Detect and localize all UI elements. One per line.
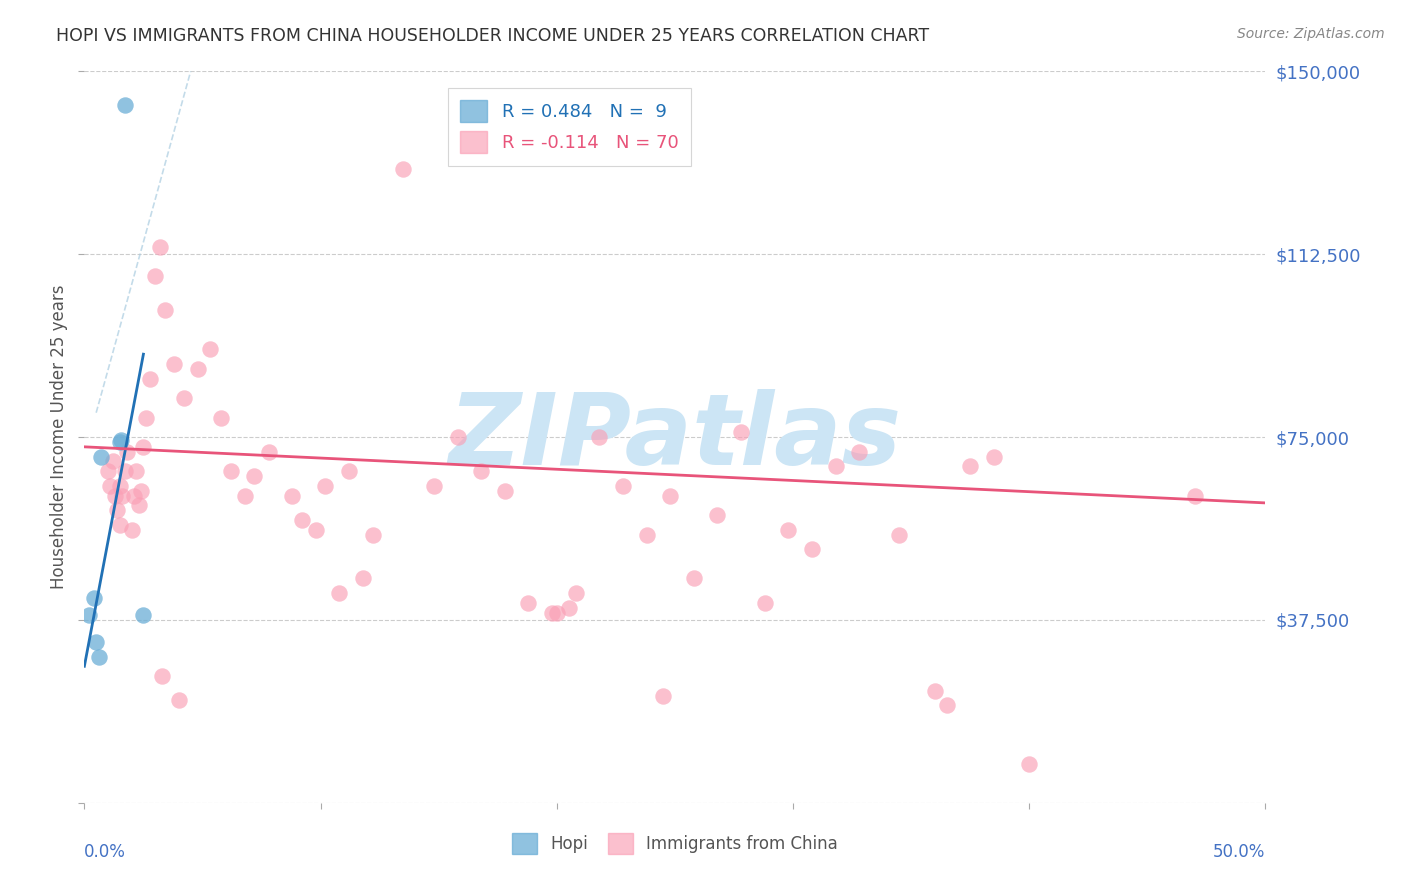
Legend: Hopi, Immigrants from China: Hopi, Immigrants from China xyxy=(505,827,845,860)
Point xyxy=(361,527,384,541)
Text: 0.0%: 0.0% xyxy=(84,843,127,861)
Point xyxy=(959,459,981,474)
Point xyxy=(128,499,150,513)
Point xyxy=(636,527,658,541)
Point xyxy=(233,489,256,503)
Text: Source: ZipAtlas.com: Source: ZipAtlas.com xyxy=(1237,27,1385,41)
Point xyxy=(125,464,148,478)
Point xyxy=(129,483,152,498)
Text: ZIPatlas: ZIPatlas xyxy=(449,389,901,485)
Point xyxy=(98,479,121,493)
Point xyxy=(115,444,138,458)
Point xyxy=(924,683,946,698)
Point xyxy=(652,689,675,703)
Point xyxy=(392,161,415,176)
Point xyxy=(935,698,957,713)
Point xyxy=(110,433,132,447)
Point xyxy=(149,240,172,254)
Point xyxy=(150,669,173,683)
Point xyxy=(659,489,682,503)
Point xyxy=(517,596,540,610)
Point xyxy=(446,430,468,444)
Point xyxy=(682,572,704,586)
Point xyxy=(243,469,266,483)
Point xyxy=(337,464,360,478)
Point xyxy=(800,542,823,557)
Point xyxy=(889,527,911,541)
Point xyxy=(778,523,800,537)
Point xyxy=(219,464,242,478)
Point xyxy=(730,425,752,440)
Point xyxy=(198,343,221,357)
Point xyxy=(135,410,157,425)
Point xyxy=(291,513,314,527)
Point xyxy=(305,523,328,537)
Point xyxy=(97,464,120,478)
Point xyxy=(281,489,304,503)
Point xyxy=(101,454,124,468)
Point xyxy=(83,591,105,605)
Text: HOPI VS IMMIGRANTS FROM CHINA HOUSEHOLDER INCOME UNDER 25 YEARS CORRELATION CHAR: HOPI VS IMMIGRANTS FROM CHINA HOUSEHOLDE… xyxy=(56,27,929,45)
Point xyxy=(108,479,131,493)
Point xyxy=(257,444,280,458)
Point xyxy=(173,391,195,405)
Point xyxy=(824,459,846,474)
Point xyxy=(983,450,1005,464)
Point xyxy=(108,434,131,449)
Point xyxy=(139,371,162,385)
Point xyxy=(104,489,127,503)
Point xyxy=(77,608,100,623)
Point xyxy=(90,450,112,464)
Point xyxy=(470,464,492,478)
Point xyxy=(132,440,155,454)
Point xyxy=(167,693,190,707)
Point xyxy=(541,606,564,620)
Point xyxy=(754,596,776,610)
Point xyxy=(1018,756,1040,771)
Y-axis label: Householder Income Under 25 years: Householder Income Under 25 years xyxy=(49,285,67,590)
Point xyxy=(108,517,131,532)
Point xyxy=(352,572,374,586)
Point xyxy=(187,361,209,376)
Point xyxy=(1184,489,1206,503)
Point xyxy=(706,508,728,522)
Point xyxy=(314,479,336,493)
Point xyxy=(588,430,610,444)
Point xyxy=(328,586,350,600)
Point xyxy=(163,357,186,371)
Point xyxy=(84,635,107,649)
Point xyxy=(143,269,166,284)
Point xyxy=(557,600,579,615)
Point xyxy=(494,483,516,498)
Point xyxy=(107,503,129,517)
Point xyxy=(114,464,136,478)
Text: 50.0%: 50.0% xyxy=(1213,843,1265,861)
Point xyxy=(114,98,136,112)
Point xyxy=(546,606,568,620)
Point xyxy=(132,608,155,623)
Point xyxy=(87,649,110,664)
Point xyxy=(612,479,634,493)
Point xyxy=(121,523,143,537)
Point xyxy=(423,479,446,493)
Point xyxy=(111,489,134,503)
Point xyxy=(122,489,145,503)
Point xyxy=(153,303,176,318)
Point xyxy=(209,410,232,425)
Point xyxy=(848,444,870,458)
Point xyxy=(564,586,586,600)
